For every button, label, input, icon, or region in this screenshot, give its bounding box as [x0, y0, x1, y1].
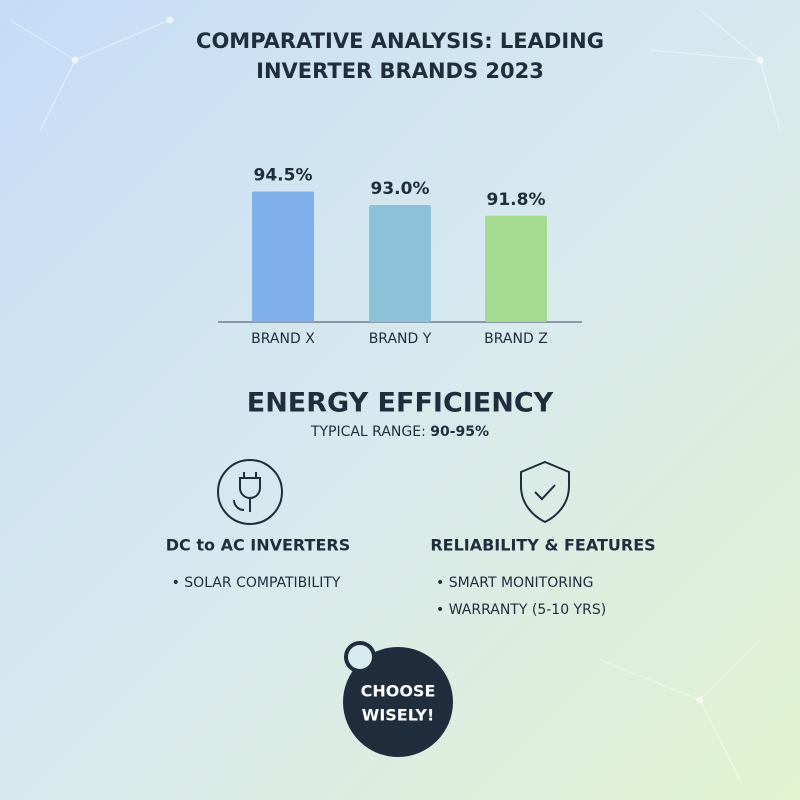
item-text: WARRANTY (5-10 YRS)	[449, 602, 606, 618]
badge	[343, 647, 453, 757]
feature-item: • WARRANTY (5-10 YRS)	[436, 602, 606, 618]
efficiency-range: TYPICAL RANGE: 90-95%	[310, 424, 489, 440]
x-tick-label: BRAND Z	[484, 331, 548, 347]
bar	[252, 191, 314, 322]
decoration	[9, 9, 781, 781]
range-label: TYPICAL RANGE:	[310, 424, 426, 440]
chart-title: COMPARATIVE ANALYSIS: LEADING INVERTER B…	[196, 29, 604, 83]
feature-item: • SMART MONITORING	[436, 575, 593, 591]
shield-icon	[520, 460, 570, 524]
badge-text: CHOOSE	[361, 682, 436, 701]
bar	[485, 215, 547, 322]
x-tick-label: BRAND X	[251, 331, 315, 347]
feature-title: DC to AC INVERTERS	[166, 536, 350, 555]
item-text: SOLAR COMPATIBILITY	[184, 575, 341, 591]
value-label: 94.5%	[254, 166, 313, 186]
item-text: SMART MONITORING	[449, 575, 594, 591]
feature-item: • SOLAR COMPATIBILITY	[172, 575, 341, 591]
bar	[369, 205, 431, 322]
badge-text: WISELY!	[362, 706, 435, 725]
magnifier	[344, 641, 385, 683]
value-label: 93.0%	[371, 179, 430, 199]
value-label: 91.8%	[487, 190, 546, 210]
feature-title: RELIABILITY & FEATURES	[430, 536, 655, 555]
plug-icon	[217, 459, 283, 525]
x-tick-label: BRAND Y	[369, 331, 432, 347]
efficiency-heading: ENERGY EFFICIENCY	[247, 388, 554, 419]
range-value: 90-95%	[430, 424, 489, 440]
